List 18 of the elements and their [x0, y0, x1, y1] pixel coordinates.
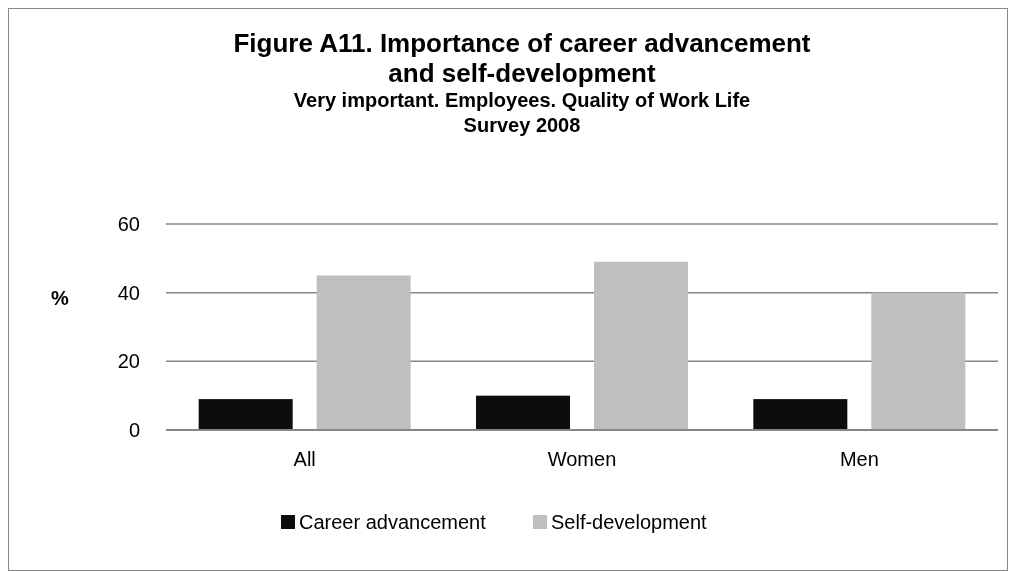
- x-tick-label: All: [293, 448, 316, 470]
- y-tick-label: 20: [117, 350, 140, 373]
- y-tick-label: 0: [128, 419, 140, 441]
- bar: [476, 395, 570, 430]
- chart-subtitle: Very important. Employees. Quality of Work Life Survey 2008: [293, 89, 751, 136]
- legend-label: Self-development: [551, 511, 708, 533]
- bar: [316, 275, 411, 430]
- bar: [753, 399, 848, 430]
- chart-title: Figure A11. Importance of career advancement and self-development: [233, 28, 811, 88]
- bar: [871, 292, 966, 430]
- x-tick-label: Women: [547, 448, 617, 470]
- x-tick-label: Men: [839, 448, 879, 470]
- legend-label: Career advancement: [299, 511, 487, 533]
- y-axis-title: %: [51, 287, 70, 309]
- bar: [198, 399, 293, 430]
- y-tick-label: 40: [117, 281, 140, 304]
- y-tick-label: 60: [117, 213, 140, 235]
- bar: [594, 261, 688, 430]
